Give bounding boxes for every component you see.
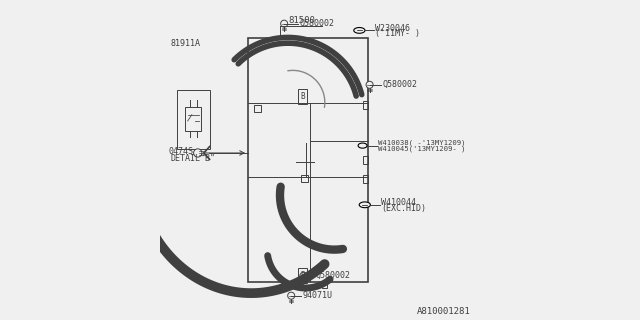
- Text: 0474S: 0474S: [169, 148, 194, 156]
- Bar: [186, 107, 202, 131]
- Circle shape: [288, 292, 294, 299]
- Text: 81500: 81500: [288, 16, 315, 25]
- Text: W410044: W410044: [381, 198, 417, 207]
- Text: B: B: [300, 92, 305, 101]
- Bar: [255, 105, 262, 112]
- Text: Q580002: Q580002: [300, 19, 334, 28]
- Text: W410045('13MY1209- ): W410045('13MY1209- ): [378, 146, 466, 152]
- Bar: [301, 175, 308, 182]
- Bar: [298, 89, 307, 104]
- Text: 94071U: 94071U: [302, 291, 332, 300]
- Text: W410038( -'13MY1209): W410038( -'13MY1209): [378, 140, 466, 146]
- Bar: [364, 101, 368, 109]
- Bar: [364, 156, 368, 164]
- Text: ('11MY- ): ('11MY- ): [375, 29, 420, 38]
- Bar: [298, 268, 307, 283]
- Text: W230046: W230046: [375, 24, 410, 33]
- Circle shape: [300, 272, 307, 279]
- Text: Q580002: Q580002: [382, 80, 417, 89]
- Circle shape: [280, 20, 287, 27]
- Bar: [177, 90, 210, 149]
- Text: DETAIL"B": DETAIL"B": [171, 154, 216, 163]
- Ellipse shape: [359, 202, 371, 208]
- Text: B: B: [300, 271, 305, 280]
- Bar: [323, 281, 327, 288]
- Text: (EXC.HID): (EXC.HID): [381, 204, 426, 212]
- Bar: [364, 175, 368, 183]
- Bar: [248, 38, 368, 282]
- Circle shape: [366, 81, 373, 88]
- Text: Q580002: Q580002: [316, 271, 351, 280]
- Ellipse shape: [354, 28, 365, 33]
- Circle shape: [193, 149, 202, 157]
- Text: A810001281: A810001281: [417, 307, 470, 316]
- Text: 81911A: 81911A: [171, 39, 200, 48]
- Ellipse shape: [358, 143, 367, 148]
